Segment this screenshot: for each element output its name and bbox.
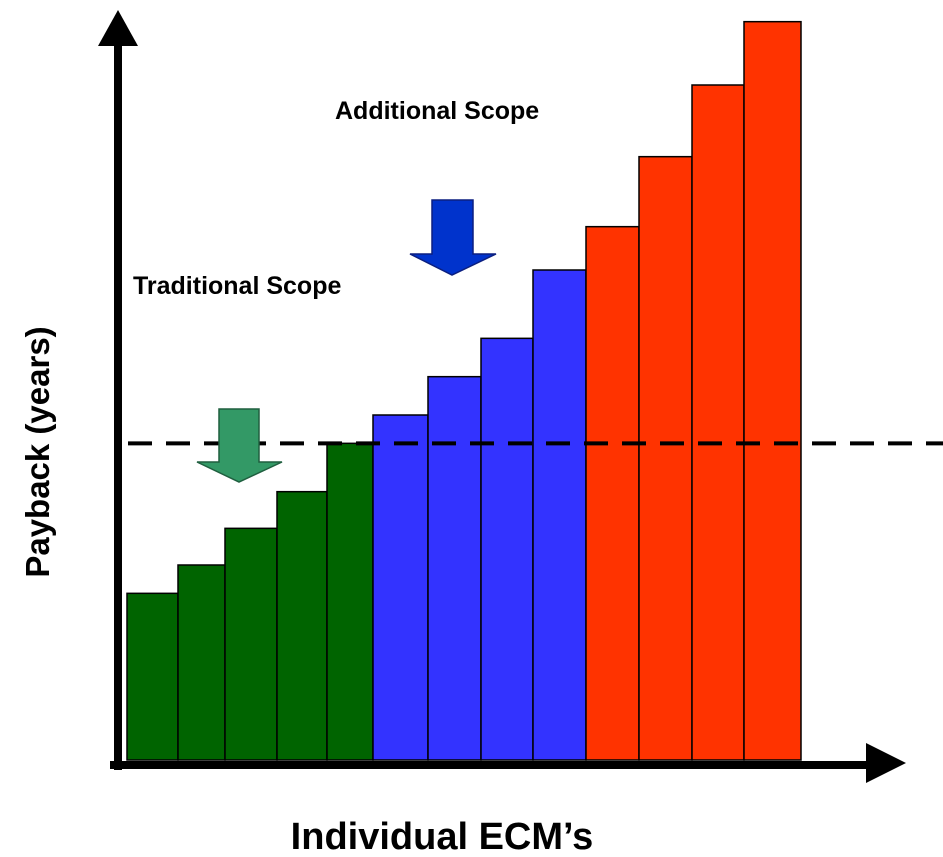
additional-scope-label: Additional Scope	[335, 97, 539, 125]
bar-additional-red-10	[585, 225, 640, 761]
bar-traditional-3	[224, 527, 278, 761]
y-axis-title: Payback (years)	[19, 326, 56, 577]
traditional-scope-arrow	[196, 408, 283, 483]
bars-group	[126, 20, 802, 761]
bar-traditional-5	[326, 442, 374, 761]
x-axis-arrowhead	[866, 743, 906, 783]
bar-additional-red-13	[743, 20, 802, 761]
bar-traditional-1	[126, 592, 179, 761]
bar-additional-blue-6	[372, 414, 429, 761]
bar-additional-blue-8	[480, 337, 534, 761]
bar-additional-blue-7	[427, 375, 482, 761]
bar-traditional-2	[177, 564, 226, 761]
additional-scope-arrow	[409, 199, 497, 276]
y-axis-arrowhead	[98, 10, 138, 46]
bar-additional-red-11	[638, 155, 693, 761]
bar-additional-red-12	[691, 84, 745, 761]
x-axis-title: Individual ECM’s	[291, 816, 594, 857]
bar-additional-blue-9	[532, 269, 587, 761]
bar-traditional-4	[276, 490, 328, 761]
traditional-scope-label: Traditional Scope	[133, 272, 341, 300]
